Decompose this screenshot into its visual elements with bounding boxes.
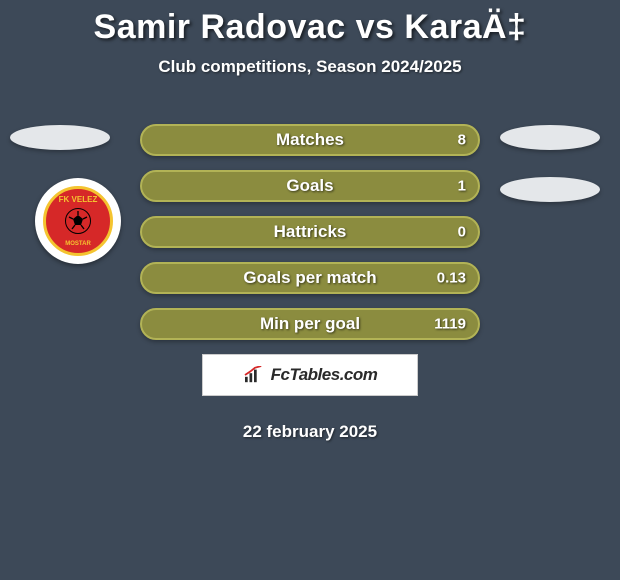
player-right-ellipse-2: [500, 177, 600, 202]
stat-value-right: 8: [458, 132, 466, 149]
brand-box: FcTables.com: [202, 354, 418, 396]
brand-text: FcTables.com: [271, 365, 378, 385]
stats-rows: Matches8Goals1Hattricks0Goals per match0…: [140, 124, 480, 354]
club-badge-inner: FK VELEZ MOSTAR: [43, 186, 113, 256]
club-badge-top-text: FK VELEZ: [59, 195, 98, 204]
player-left-ellipse: [10, 125, 110, 150]
stat-value-right: 1119: [434, 316, 466, 333]
stat-value-right: 0: [458, 224, 466, 241]
stat-label: Matches: [142, 130, 478, 150]
bar-chart-icon: [243, 366, 265, 384]
stat-label: Min per goal: [142, 314, 478, 334]
stat-value-right: 1: [458, 178, 466, 195]
player-right-ellipse-1: [500, 125, 600, 150]
stat-label: Goals: [142, 176, 478, 196]
soccer-ball-icon: [65, 208, 91, 234]
stat-row: Goals per match0.13: [140, 262, 480, 294]
stat-label: Hattricks: [142, 222, 478, 242]
club-badge-bottom-text: MOSTAR: [65, 241, 91, 247]
stat-row: Goals1: [140, 170, 480, 202]
club-badge: FK VELEZ MOSTAR: [35, 178, 121, 264]
stat-row: Min per goal1119: [140, 308, 480, 340]
page-subtitle: Club competitions, Season 2024/2025: [0, 57, 620, 77]
date-label: 22 february 2025: [0, 422, 620, 442]
page-title: Samir Radovac vs KaraÄ‡: [0, 0, 620, 47]
stat-value-right: 0.13: [437, 270, 466, 287]
stat-row: Hattricks0: [140, 216, 480, 248]
stat-row: Matches8: [140, 124, 480, 156]
stat-label: Goals per match: [142, 268, 478, 288]
